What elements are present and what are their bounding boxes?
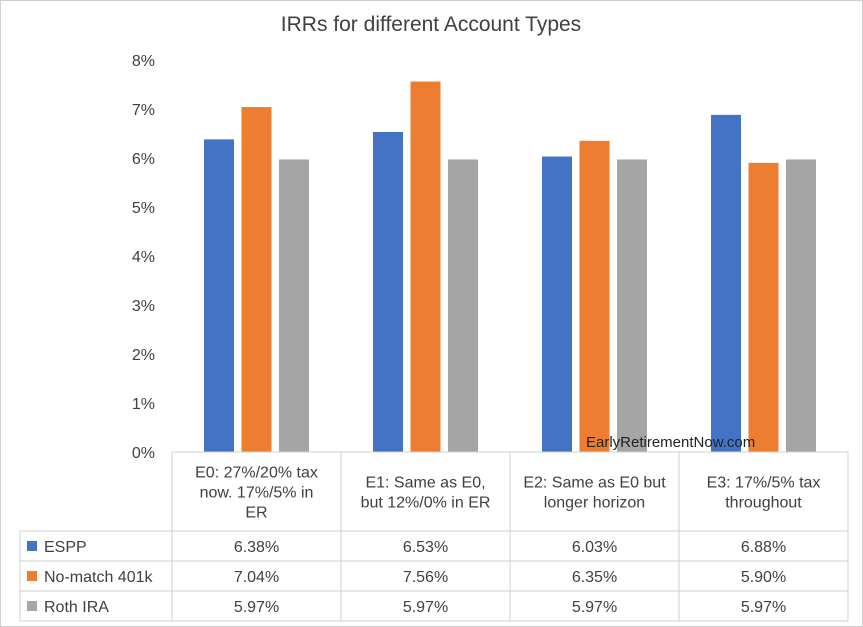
legend-label: ESPP bbox=[44, 539, 87, 556]
table-cell-value: 6.53% bbox=[403, 539, 448, 556]
category-label: longer horizon bbox=[544, 495, 645, 512]
bar-espp bbox=[373, 132, 403, 452]
y-tick-label: 4% bbox=[132, 249, 155, 266]
legend-label: No-match 401k bbox=[44, 569, 153, 586]
bar-roth-ira bbox=[279, 159, 309, 452]
table-cell-value: 5.90% bbox=[741, 569, 786, 586]
watermark: EarlyRetirementNow.com bbox=[586, 434, 755, 451]
table-cell-value: 6.88% bbox=[741, 539, 786, 556]
y-tick-label: 7% bbox=[132, 102, 155, 119]
legend-key bbox=[27, 571, 37, 581]
bar-espp bbox=[542, 156, 572, 452]
bars bbox=[204, 81, 816, 452]
table-cell-value: 7.04% bbox=[234, 569, 279, 586]
y-tick-label: 8% bbox=[132, 53, 155, 70]
bar-no-match-401k bbox=[241, 107, 272, 452]
y-tick-label: 2% bbox=[132, 347, 155, 364]
table-cell-value: 6.38% bbox=[234, 539, 279, 556]
bar-espp bbox=[204, 139, 234, 452]
bar-roth-ira bbox=[448, 159, 478, 452]
legend-label: Roth IRA bbox=[44, 599, 109, 616]
table-cell-value: 5.97% bbox=[403, 599, 448, 616]
category-label: E3: 17%/5% tax bbox=[707, 475, 821, 492]
y-axis: 0% 1% 2% 3% 4% 5% 6% 7% 8% bbox=[132, 53, 155, 462]
bar-roth-ira bbox=[786, 159, 816, 452]
category-label: E0: 27%/20% tax bbox=[195, 465, 318, 482]
category-label: E1: Same as E0, bbox=[365, 475, 485, 492]
bar-no-match-401k bbox=[748, 162, 779, 452]
table-cell-value: 6.03% bbox=[572, 539, 617, 556]
table-cell-value: 7.56% bbox=[403, 569, 448, 586]
legend-key bbox=[27, 601, 37, 611]
category-label: now. 17%/5% in bbox=[200, 485, 314, 502]
category-label: ER bbox=[245, 505, 267, 522]
legend-key bbox=[27, 541, 37, 551]
category-label: but 12%/0% in ER bbox=[361, 495, 491, 512]
category-label: throughout bbox=[725, 495, 802, 512]
table-cell-value: 6.35% bbox=[572, 569, 617, 586]
chart-title: IRRs for different Account Types bbox=[281, 13, 581, 36]
bar-no-match-401k bbox=[410, 81, 441, 452]
bar-espp bbox=[711, 114, 741, 452]
table-cell-value: 5.97% bbox=[741, 599, 786, 616]
bar-roth-ira bbox=[617, 159, 647, 452]
bar-no-match-401k bbox=[579, 140, 610, 452]
y-tick-label: 1% bbox=[132, 396, 155, 413]
y-tick-label: 0% bbox=[132, 445, 155, 462]
category-label: E2: Same as E0 but bbox=[523, 475, 666, 492]
data-table: E0: 27%/20% tax now. 17%/5% in ER E1: Same … bbox=[19, 451, 849, 622]
y-tick-label: 5% bbox=[132, 200, 155, 217]
y-tick-label: 6% bbox=[132, 151, 155, 168]
table-cell-value: 5.97% bbox=[572, 599, 617, 616]
table-cell-value: 5.97% bbox=[234, 599, 279, 616]
y-tick-label: 3% bbox=[132, 298, 155, 315]
